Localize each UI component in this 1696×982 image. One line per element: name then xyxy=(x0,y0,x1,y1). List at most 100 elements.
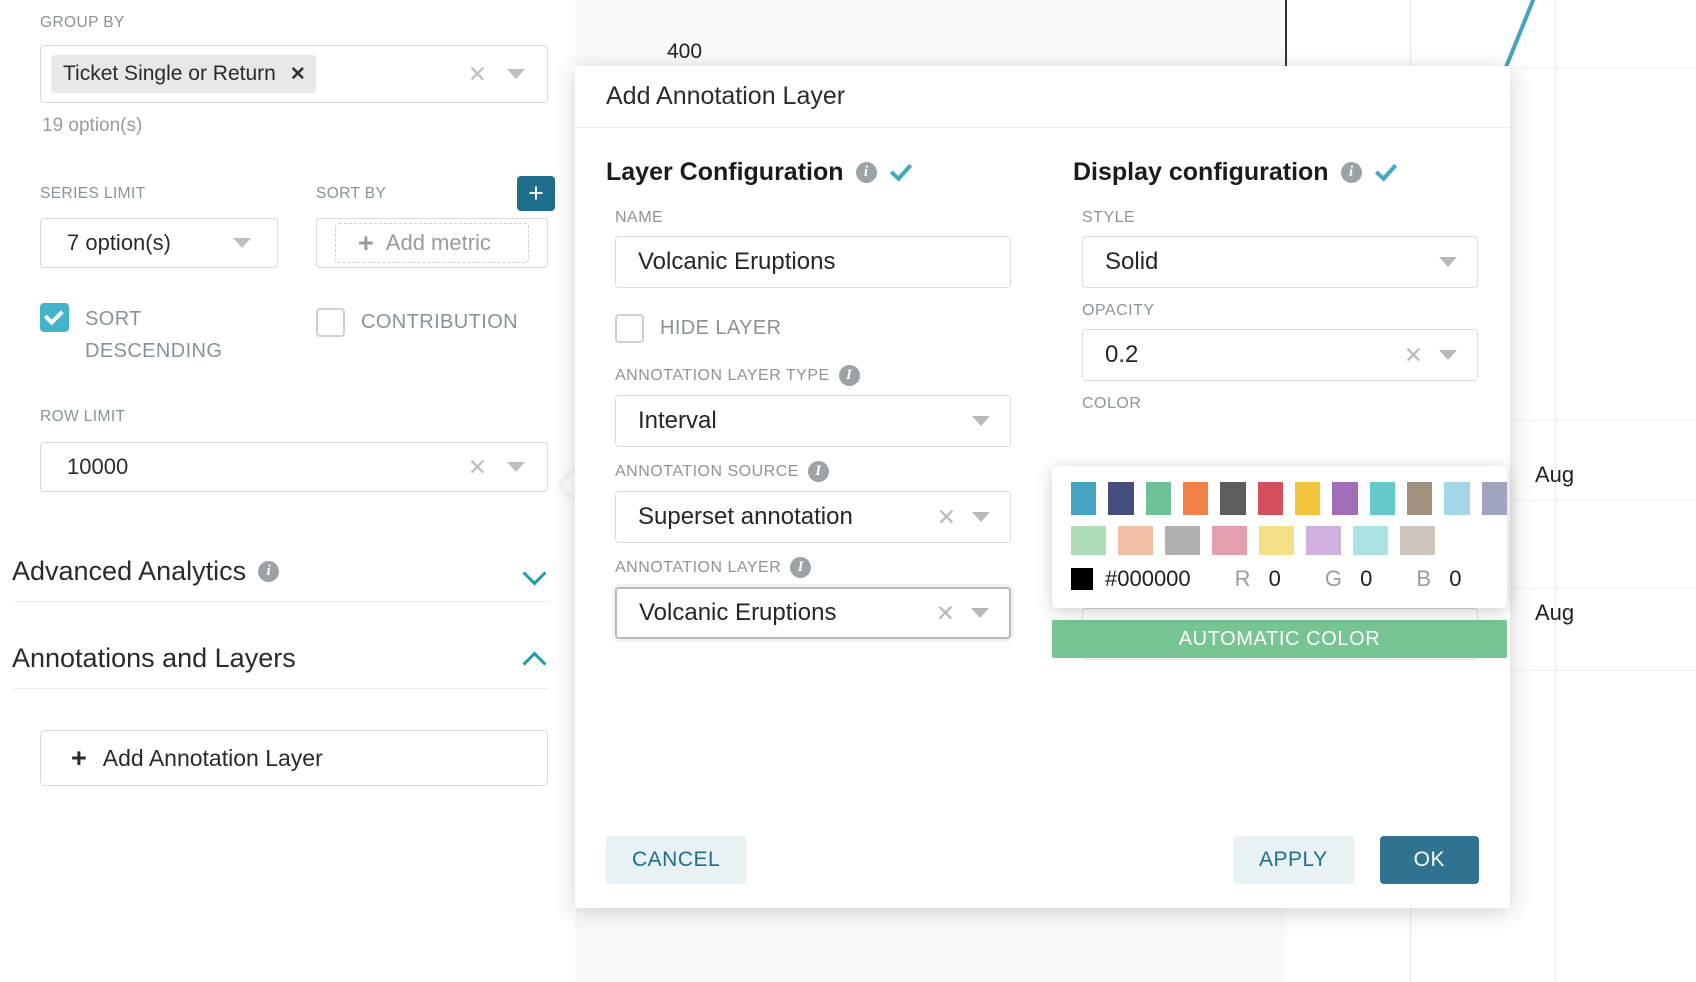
clear-icon[interactable]: ✕ xyxy=(1403,341,1423,368)
color-swatch[interactable] xyxy=(1145,482,1171,515)
sort-by-dropzone[interactable]: + Add metric xyxy=(316,218,548,268)
ok-button[interactable]: OK xyxy=(1379,836,1479,884)
add-annotation-layer-button[interactable]: + Add Annotation Layer xyxy=(40,730,548,786)
chevron-down-icon[interactable] xyxy=(971,608,989,618)
row-limit-select[interactable]: 10000 ✕ xyxy=(40,442,548,492)
color-picker-popover: #000000 R 0 G 0 B 0 xyxy=(1052,466,1507,608)
info-icon[interactable]: i xyxy=(1340,162,1362,183)
style-group: STYLE Solid xyxy=(1073,209,1478,288)
info-icon[interactable]: i xyxy=(790,557,812,578)
color-swatch[interactable] xyxy=(1118,526,1153,555)
chevron-down-icon[interactable] xyxy=(233,238,251,248)
color-swatch[interactable] xyxy=(1182,482,1209,515)
annotation-source-group: ANNOTATION SOURCE i Superset annotation … xyxy=(606,461,1011,543)
annotation-layer-label: ANNOTATION LAYER i xyxy=(615,557,1011,578)
current-color-chip xyxy=(1071,568,1093,590)
color-swatch[interactable] xyxy=(1444,482,1470,515)
hide-layer-row[interactable]: HIDE LAYER xyxy=(615,314,1011,343)
group-by-select[interactable]: Ticket Single or Return ✕ ✕ xyxy=(40,45,548,103)
annotation-source-label: ANNOTATION SOURCE i xyxy=(615,461,1011,482)
add-metric-placeholder[interactable]: + Add metric xyxy=(335,223,529,263)
clear-icon[interactable]: ✕ xyxy=(467,60,487,87)
clear-icon[interactable]: ✕ xyxy=(467,453,487,480)
chart-y-tick-label: 400 xyxy=(667,40,703,63)
contribution-checkbox[interactable] xyxy=(316,308,345,337)
info-icon[interactable]: i xyxy=(855,162,877,183)
section-title: Advanced Analytics xyxy=(12,556,247,586)
opacity-value: 0.2 xyxy=(1105,341,1139,368)
chart-y-axis xyxy=(1285,0,1287,70)
opacity-group: OPACITY 0.2 ✕ xyxy=(1073,302,1478,381)
section-advanced-analytics[interactable]: Advanced Analytics i xyxy=(12,556,549,602)
info-icon[interactable]: i xyxy=(258,561,280,582)
color-swatch[interactable] xyxy=(1165,526,1200,555)
apply-button[interactable]: APPLY xyxy=(1233,836,1354,884)
chevron-down-icon[interactable] xyxy=(507,462,525,472)
g-channel: G 0 xyxy=(1325,566,1373,592)
annotation-layer-type-group: ANNOTATION LAYER TYPE i Interval xyxy=(606,365,1011,447)
section-title: Annotations and Layers xyxy=(12,643,296,673)
color-swatch[interactable] xyxy=(1071,526,1106,555)
automatic-color-button[interactable]: AUTOMATIC COLOR xyxy=(1052,620,1507,658)
color-swatch[interactable] xyxy=(1369,482,1395,515)
hide-layer-checkbox[interactable] xyxy=(615,314,644,343)
remove-tag-icon[interactable]: ✕ xyxy=(289,63,306,85)
color-swatch[interactable] xyxy=(1306,526,1341,555)
annotation-source-select[interactable]: Superset annotation ✕ xyxy=(615,491,1011,543)
display-configuration-heading: Display configuration i xyxy=(1073,158,1478,187)
sort-descending-checkbox[interactable] xyxy=(40,303,69,332)
style-label: STYLE xyxy=(1082,209,1136,226)
color-swatch-row-2 xyxy=(1071,526,1507,555)
section-annotations-and-layers[interactable]: Annotations and Layers xyxy=(12,643,549,689)
chevron-down-icon[interactable] xyxy=(1439,350,1457,360)
b-label: B xyxy=(1416,566,1432,591)
color-swatch[interactable] xyxy=(1406,482,1433,515)
color-swatch[interactable] xyxy=(1481,482,1507,515)
color-swatch[interactable] xyxy=(1071,482,1097,515)
color-swatch[interactable] xyxy=(1257,482,1283,515)
annotation-layer-select[interactable]: Volcanic Eruptions ✕ xyxy=(615,587,1011,639)
color-swatch[interactable] xyxy=(1220,482,1246,515)
opacity-label: OPACITY xyxy=(1082,302,1155,319)
color-swatch[interactable] xyxy=(1332,482,1358,515)
annotation-layer-type-select[interactable]: Interval xyxy=(615,395,1011,447)
series-limit-value: 7 option(s) xyxy=(67,230,171,255)
name-value: Volcanic Eruptions xyxy=(638,248,836,275)
opacity-select[interactable]: 0.2 ✕ xyxy=(1082,329,1478,381)
clear-icon[interactable]: ✕ xyxy=(935,599,955,626)
annotation-layer-group: ANNOTATION LAYER i Volcanic Eruptions ✕ xyxy=(606,557,1011,639)
sort-descending-label: SORT DESCENDING xyxy=(85,308,223,362)
clear-icon[interactable]: ✕ xyxy=(936,503,956,530)
name-input[interactable]: Volcanic Eruptions xyxy=(615,236,1011,288)
style-select[interactable]: Solid xyxy=(1082,236,1478,288)
cancel-button[interactable]: CANCEL xyxy=(606,836,747,884)
color-swatch[interactable] xyxy=(1108,482,1134,515)
chevron-down-icon[interactable] xyxy=(1439,257,1457,267)
color-swatch[interactable] xyxy=(1294,482,1321,515)
chevron-up-icon[interactable] xyxy=(523,646,549,672)
annotation-layer-label-text: ANNOTATION LAYER xyxy=(615,558,782,576)
annotation-layer-type-value: Interval xyxy=(638,407,717,434)
chevron-down-icon[interactable] xyxy=(972,512,990,522)
color-swatch[interactable] xyxy=(1259,526,1294,555)
chevron-down-icon[interactable] xyxy=(972,416,990,426)
chart-x-tick-label: Aug xyxy=(1535,600,1575,625)
add-annotation-layer-label: Add Annotation Layer xyxy=(102,744,323,771)
contribution-label: CONTRIBUTION xyxy=(361,311,519,333)
chevron-down-icon[interactable] xyxy=(507,69,525,79)
layer-configuration-heading-text: Layer Configuration xyxy=(606,158,844,186)
hex-value: #000000 xyxy=(1105,566,1191,591)
info-icon[interactable]: i xyxy=(838,365,860,386)
add-sort-metric-button[interactable]: + xyxy=(517,176,555,211)
group-by-tag[interactable]: Ticket Single or Return ✕ xyxy=(51,55,316,93)
style-value: Solid xyxy=(1105,248,1159,275)
chevron-down-icon[interactable] xyxy=(523,559,549,585)
g-label: G xyxy=(1324,566,1343,591)
color-swatch[interactable] xyxy=(1353,526,1388,555)
layer-configuration-heading: Layer Configuration i xyxy=(606,158,1011,187)
series-limit-select[interactable]: 7 option(s) xyxy=(40,218,278,268)
color-swatch[interactable] xyxy=(1212,526,1247,555)
color-swatch[interactable] xyxy=(1400,526,1435,555)
r-value: 0 xyxy=(1268,566,1281,591)
info-icon[interactable]: i xyxy=(807,461,829,482)
